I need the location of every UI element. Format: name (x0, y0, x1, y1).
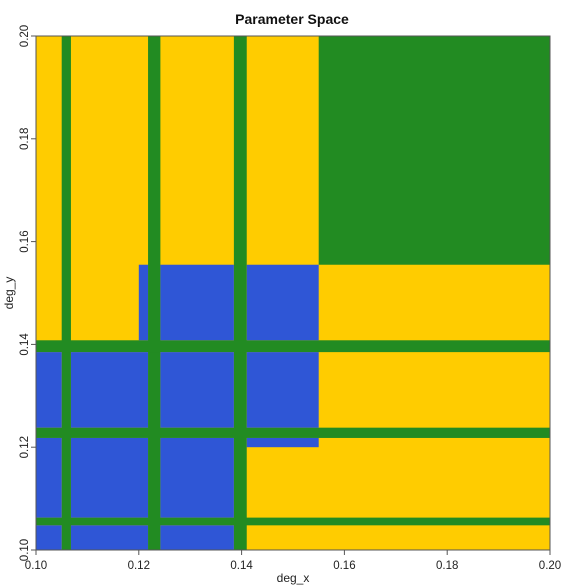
region-blue-9 (70, 525, 149, 550)
x-axis: 0.10 0.12 0.14 0.16 0.18 0.20 (25, 550, 561, 572)
region-green-2 (61, 36, 71, 550)
y-tick-label: 0.16 (19, 230, 31, 252)
x-tick-label: 0.16 (333, 560, 355, 572)
y-tick-label: 0.20 (19, 25, 31, 47)
region-blue-21 (246, 264, 319, 341)
region-blue-20 (160, 264, 234, 341)
region-green-3 (148, 36, 161, 550)
y-axis: 0.10 0.12 0.14 0.16 0.18 0.20 (19, 25, 36, 561)
region-blue-15 (36, 352, 62, 428)
region-blue-12 (70, 437, 149, 518)
y-tick-label: 0.12 (19, 436, 31, 458)
region-green-1 (318, 36, 550, 265)
x-axis-label: deg_x (277, 571, 310, 585)
region-blue-11 (36, 437, 62, 518)
y-tick-label: 0.18 (19, 128, 31, 150)
y-tick-label: 0.14 (19, 333, 31, 356)
region-blue-8 (36, 525, 62, 550)
region-green-7 (36, 340, 550, 353)
y-axis-label: deg_y (2, 277, 16, 310)
region-blue-14 (246, 437, 319, 448)
region-green-4 (233, 36, 247, 550)
x-tick-label: 0.12 (128, 560, 150, 572)
plot-frame (35, 35, 551, 551)
region-blue-16 (70, 352, 149, 428)
x-tick-label: 0.20 (539, 560, 561, 572)
x-tick-label: 0.10 (25, 560, 47, 572)
chart-title: Parameter Space (235, 11, 349, 27)
region-blue-19 (138, 264, 149, 341)
plot-regions (36, 36, 550, 550)
region-green-5 (36, 517, 550, 526)
region-green-6 (36, 427, 550, 438)
region-blue-10 (160, 525, 234, 550)
y-tick-label: 0.10 (19, 539, 31, 561)
region-blue-17 (160, 352, 234, 428)
x-tick-label: 0.18 (436, 560, 458, 572)
region-blue-13 (160, 437, 234, 518)
region-blue-18 (246, 352, 319, 428)
x-tick-label: 0.14 (230, 560, 253, 572)
